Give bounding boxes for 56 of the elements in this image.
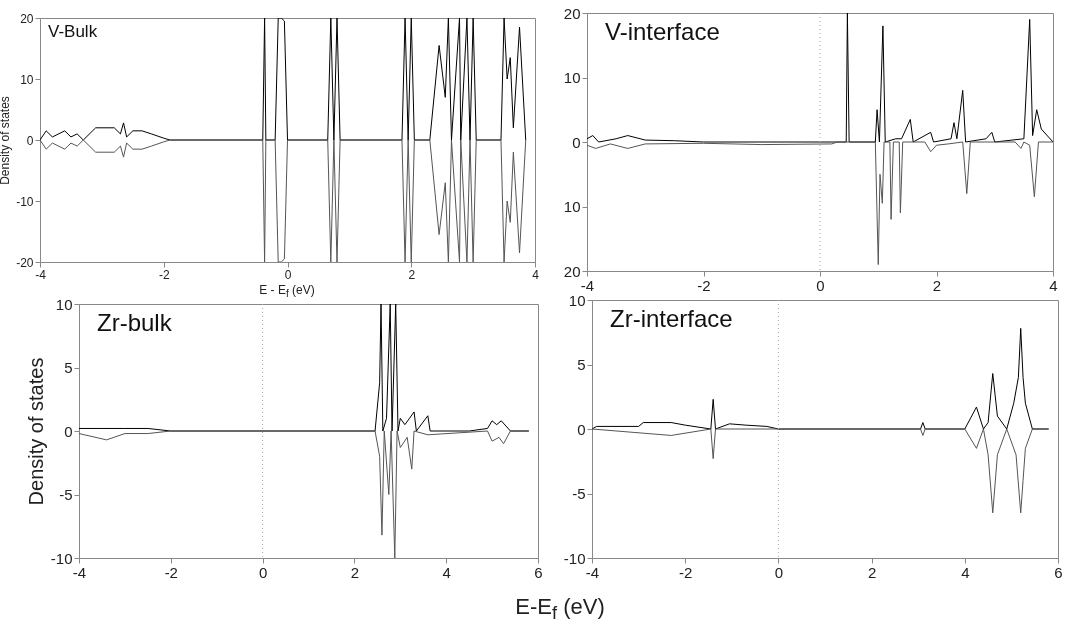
x-tick-label: -2 — [164, 563, 178, 581]
chart-title: Zr-interface — [610, 305, 733, 332]
y-tick-label: 0 — [577, 420, 586, 438]
y-tick-label: 20 — [563, 4, 581, 22]
y-tick-label: 0 — [64, 422, 73, 440]
x-tick-label: 4 — [532, 267, 540, 282]
x-tick-label: 6 — [534, 563, 543, 581]
x-tick-label: 2 — [932, 276, 942, 294]
x-tick-label: 4 — [1049, 276, 1058, 294]
x-tick-label: 2 — [867, 563, 877, 581]
x-tick-label: -2 — [158, 267, 170, 282]
y-tick-label: 10 — [563, 198, 581, 215]
y-tick-label: 10 — [568, 291, 586, 309]
x-tick-label: 4 — [442, 563, 451, 581]
x-tick-label: -4 — [72, 563, 87, 581]
x-tick-label: -4 — [35, 267, 47, 282]
y-tick-label: 0 — [572, 133, 581, 151]
x-tick-label: 0 — [258, 563, 268, 581]
x-tick-label: 6 — [1054, 563, 1063, 581]
y-tick-label: 10 — [55, 295, 73, 313]
y-tick-label: -20 — [16, 255, 34, 270]
y-tick-label: 10 — [563, 69, 581, 86]
y-tick-label: 5 — [577, 356, 586, 373]
x-axis-title: E-E$_{f}$ (eV) — [515, 594, 605, 625]
x-axis-title: E - E$_{f}$ (eV) — [259, 283, 315, 300]
x-tick-label: 0 — [774, 563, 784, 581]
x-tick-label: -2 — [697, 276, 711, 294]
y-tick-label: -5 — [572, 485, 586, 502]
y-tick-label: 20 — [20, 11, 34, 26]
x-tick-label: -4 — [585, 563, 600, 581]
y-tick-label: -5 — [59, 486, 73, 503]
line-series — [79, 430, 530, 558]
line-series — [587, 141, 1053, 266]
line-series — [40, 18, 527, 141]
chart-title: Zr-bulk — [97, 309, 173, 336]
y-axis-title: Density of states — [0, 96, 13, 185]
line-series — [40, 139, 527, 262]
x-tick-label: 2 — [350, 563, 360, 581]
y-tick-label: 5 — [64, 359, 73, 376]
y-tick-label: -10 — [563, 549, 586, 567]
x-tick-label: 4 — [961, 563, 970, 581]
chart-title: V-interface — [605, 18, 720, 45]
y-axis-title: Density of states — [24, 357, 47, 506]
line-series — [587, 13, 1053, 143]
chart-title: V-Bulk — [48, 22, 98, 41]
y-tick-label: 20 — [563, 262, 581, 280]
x-tick-label: 0 — [816, 276, 825, 294]
x-tick-label: -4 — [580, 276, 595, 294]
x-tick-label: -2 — [679, 563, 693, 581]
y-tick-label: -10 — [50, 549, 73, 567]
x-tick-label: 2 — [408, 267, 416, 282]
y-tick-label: 0 — [26, 133, 34, 148]
y-tick-label: -10 — [16, 194, 34, 209]
x-tick-label: 0 — [284, 267, 292, 282]
line-series — [592, 428, 1050, 514]
y-tick-label: 10 — [20, 72, 34, 87]
